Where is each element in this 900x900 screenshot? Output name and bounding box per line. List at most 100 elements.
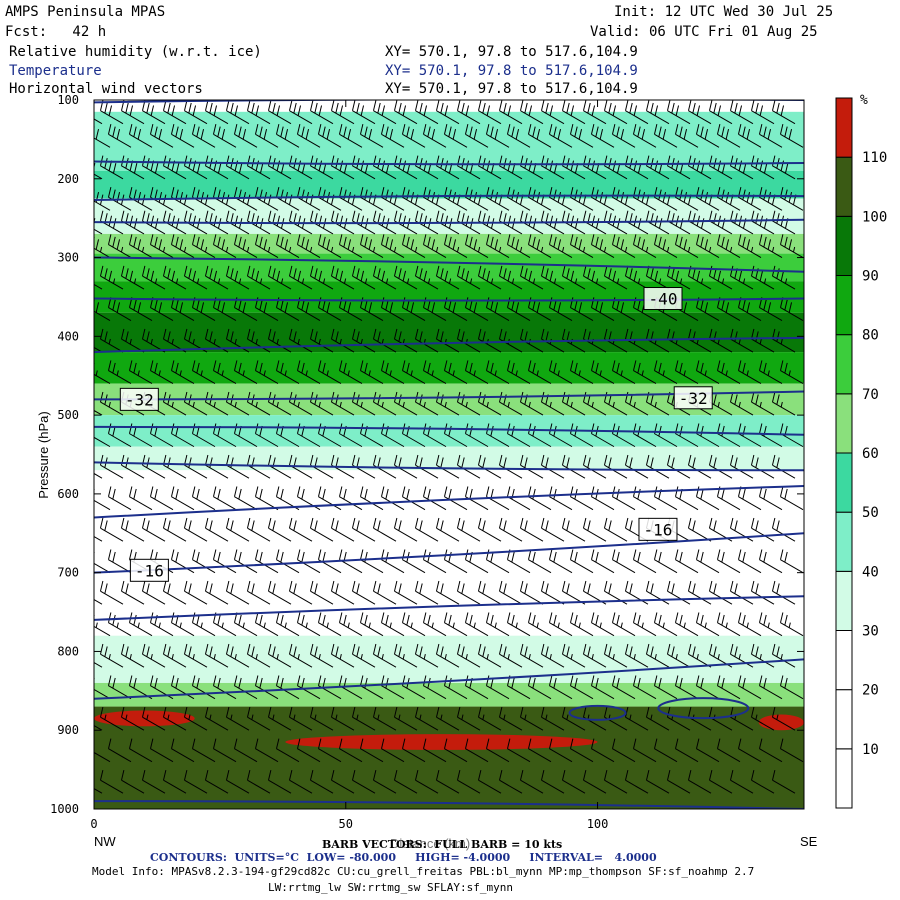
barb-flag (776, 394, 780, 405)
wind-barb (779, 234, 804, 258)
barb-flag (305, 128, 310, 140)
barb-shaft (612, 496, 636, 511)
barb-flag (339, 160, 344, 171)
barb-shaft (562, 716, 586, 731)
barb-flag (167, 102, 171, 114)
barb-shaft (129, 433, 153, 448)
barb-shaft (297, 496, 321, 511)
wind-barb (443, 738, 468, 763)
barb-flag (322, 614, 326, 626)
forecast-hour: Fcst: 42 h (5, 24, 107, 40)
barb-shaft (654, 685, 678, 700)
barb-flag (569, 234, 574, 245)
barb-flag (746, 239, 751, 250)
barb-shaft (478, 653, 502, 668)
barb-flag (284, 302, 289, 313)
wind-barb (485, 123, 510, 148)
wind-barb (372, 769, 397, 794)
barb-flag (87, 234, 89, 244)
colorbar-segment (835, 570, 853, 631)
barb-shaft (339, 307, 363, 322)
wind-barb (170, 123, 195, 148)
barb-flag (444, 105, 449, 116)
barb-flag (238, 614, 242, 626)
barb-shaft (381, 748, 405, 763)
barb-flag (191, 234, 196, 245)
barb-flag (120, 210, 125, 222)
barb-flag (464, 123, 469, 135)
wind-barb (233, 738, 258, 763)
barb-flag (356, 331, 360, 342)
wind-barb (540, 643, 565, 668)
wind-barb (519, 769, 544, 794)
barb-shaft (667, 110, 691, 125)
barb-half-flag (486, 401, 489, 408)
temperature-contour-closed (568, 704, 627, 721)
contour-label-text: -32 (679, 389, 708, 408)
barb-half-flag (641, 370, 644, 376)
barb-flag (314, 583, 318, 594)
barb-flag (729, 100, 734, 111)
barb-flag (398, 331, 402, 342)
barb-flag (704, 302, 709, 313)
barb-flag (734, 331, 738, 342)
barb-half-flag (242, 370, 245, 376)
barb-flag (251, 331, 255, 342)
wind-barb (498, 580, 523, 605)
wind-barb (351, 643, 376, 668)
barb-flag (398, 268, 402, 279)
wind-barb (716, 423, 741, 448)
barb-flag (473, 192, 478, 203)
barb-shaft (381, 307, 405, 322)
barb-flag (276, 160, 281, 171)
barb-flag (380, 360, 385, 371)
barb-shaft (289, 590, 313, 605)
barb-flag (536, 128, 541, 140)
barb-half-flag (746, 622, 749, 628)
wind-barb (666, 100, 691, 125)
barb-flag (456, 643, 461, 655)
barb-half-flag (759, 654, 762, 660)
barb-shaft (255, 244, 279, 258)
barb-flag (507, 215, 512, 227)
colorbar-segment (835, 689, 853, 750)
barb-half-flag (717, 654, 720, 660)
barb-flag (212, 360, 217, 371)
barb-flag (393, 100, 398, 111)
barb-half-flag (364, 278, 368, 284)
wind-barb (225, 517, 250, 542)
barb-flag (192, 215, 197, 227)
barb-flag (713, 583, 717, 594)
barb-flag (524, 457, 528, 468)
barb-flag (410, 302, 415, 313)
barb-half-flag (204, 246, 208, 253)
barb-shaft (486, 559, 510, 574)
barb-shaft (465, 244, 489, 258)
barb-flag (238, 163, 243, 174)
wind-barb (771, 769, 796, 794)
barb-flag (423, 215, 428, 227)
barb-shaft (507, 748, 531, 763)
barb-flag (233, 360, 238, 371)
barb-half-flag (276, 338, 279, 345)
barb-half-flag (108, 401, 111, 408)
barb-half-flag (351, 246, 355, 253)
barb-flag (695, 549, 700, 560)
barb-shaft (108, 244, 132, 258)
barb-shaft (360, 748, 384, 763)
barb-flag (188, 583, 192, 594)
barb-flag (717, 105, 722, 116)
barb-flag (507, 105, 512, 116)
wind-barb (120, 706, 145, 731)
barb-flag (738, 160, 743, 171)
barb-shaft (310, 716, 334, 731)
barb-shaft (730, 275, 754, 290)
barb-flag (738, 105, 743, 116)
barb-flag (414, 517, 419, 529)
wind-barb (267, 580, 292, 605)
wind-barb (275, 123, 300, 148)
barb-flag (746, 128, 751, 140)
barb-shaft (591, 133, 615, 148)
barb-flag (637, 236, 641, 248)
